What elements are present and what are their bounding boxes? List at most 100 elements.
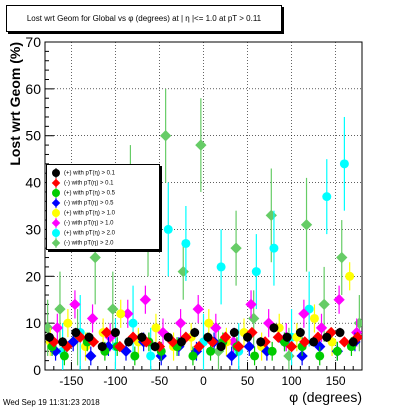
data-point — [163, 224, 173, 234]
data-point — [174, 317, 187, 329]
data-point — [318, 298, 330, 311]
data-point — [322, 192, 332, 202]
legend-entry: (+) with pT(η) > 2.0 — [51, 228, 115, 238]
data-point — [130, 351, 140, 361]
x-tick-label: -150 — [59, 374, 83, 388]
legend-entry: (-) with pT(η) > 2.0 — [51, 238, 114, 248]
data-point — [269, 323, 279, 333]
data-point — [195, 139, 207, 151]
data-point — [188, 351, 198, 361]
data-point — [322, 332, 332, 342]
data-point — [192, 303, 204, 315]
legend-marker — [52, 228, 60, 238]
legend-label: (+) with pT(η) > 0.1 — [64, 170, 116, 177]
chart-title-box: Lost wrt Geom for Global vs φ (degrees) … — [6, 5, 282, 32]
legend-entry: (+) with pT(η) > 0.5 — [51, 188, 115, 198]
data-point — [54, 303, 66, 315]
data-point — [84, 332, 94, 342]
data-point — [139, 294, 152, 306]
y-tick-label: 0 — [33, 362, 41, 378]
chart-title: Lost wrt Geom for Global vs φ (degrees) … — [26, 14, 262, 23]
data-point — [272, 331, 285, 343]
data-point — [300, 219, 313, 231]
y-tick-label: 60 — [25, 81, 41, 97]
data-point — [339, 159, 349, 169]
y-tick-label: 20 — [25, 268, 41, 284]
data-point — [348, 337, 358, 347]
data-point — [89, 251, 101, 264]
data-point — [51, 322, 63, 334]
data-point — [298, 308, 310, 320]
y-tick-label: 40 — [25, 175, 41, 191]
data-point — [163, 332, 173, 342]
data-point — [250, 351, 260, 361]
y-tick-label: 30 — [25, 221, 41, 237]
data-point — [243, 340, 255, 353]
data-point — [71, 328, 81, 338]
legend-label: (-) with pT(η) > 0.1 — [64, 180, 114, 187]
data-point — [299, 336, 311, 348]
legend-entry: (-) with pT(η) > 1.0 — [51, 218, 114, 228]
data-point — [335, 328, 345, 338]
footer-timestamp: Wed Sep 19 11:31:23 2018 — [3, 398, 100, 407]
data-point — [332, 346, 342, 356]
legend: (+) with pT(η) > 0.1 (-) with pT(η) > 0.1… — [46, 164, 160, 250]
legend-marker — [51, 218, 61, 228]
legend-marker — [51, 198, 61, 208]
data-point — [219, 331, 232, 343]
data-point — [150, 342, 160, 352]
data-point — [226, 350, 238, 362]
data-point — [295, 328, 305, 338]
x-tick-label: 100 — [282, 374, 302, 388]
data-point — [229, 328, 239, 338]
data-point — [63, 318, 73, 328]
legend-label: (-) with pT(η) > 1.0 — [64, 220, 114, 227]
data-point — [204, 318, 214, 328]
data-point — [251, 267, 261, 277]
data-point — [193, 340, 205, 353]
data-point — [45, 332, 54, 342]
x-tick-label: 150 — [326, 374, 346, 388]
data-point — [116, 309, 126, 319]
data-point — [233, 340, 245, 353]
legend-marker — [52, 208, 60, 218]
data-point — [97, 342, 107, 352]
data-point — [110, 328, 120, 338]
legend-entry: (+) with pT(η) > 1.0 — [51, 208, 115, 218]
data-point — [206, 346, 216, 356]
legend-label: (-) with pT(η) > 2.0 — [64, 240, 114, 247]
x-tick-label: 50 — [241, 374, 255, 388]
data-point — [203, 332, 213, 342]
data-point — [243, 332, 253, 342]
data-point — [309, 337, 319, 347]
data-point — [285, 340, 298, 353]
data-point — [128, 318, 138, 328]
data-point — [124, 337, 134, 347]
legend-label: (+) with pT(η) > 0.5 — [64, 190, 116, 197]
data-point — [58, 337, 68, 347]
data-point — [216, 262, 226, 272]
legend-entry: (-) with pT(η) > 0.5 — [51, 198, 114, 208]
data-point — [345, 271, 355, 281]
legend-marker — [52, 168, 60, 178]
data-point — [256, 337, 266, 347]
data-point — [315, 322, 328, 334]
data-point — [151, 323, 161, 333]
data-point — [269, 243, 279, 253]
data-point — [333, 294, 345, 306]
y-tick-label: 50 — [25, 128, 41, 144]
data-point — [159, 130, 172, 142]
data-point — [146, 351, 156, 361]
data-point — [216, 342, 226, 352]
data-point — [137, 332, 147, 342]
legend-marker — [52, 188, 60, 198]
x-tick-label: 0 — [200, 374, 207, 388]
data-point — [338, 336, 351, 348]
data-layer — [45, 88, 362, 370]
data-point — [315, 351, 325, 361]
data-point — [210, 322, 222, 334]
x-axis-label: φ (degrees) — [289, 389, 362, 405]
legend-entry: (+) with pT(η) > 0.1 — [51, 168, 115, 178]
legend-marker — [51, 238, 61, 248]
legend-label: (-) with pT(η) > 0.5 — [64, 200, 114, 207]
